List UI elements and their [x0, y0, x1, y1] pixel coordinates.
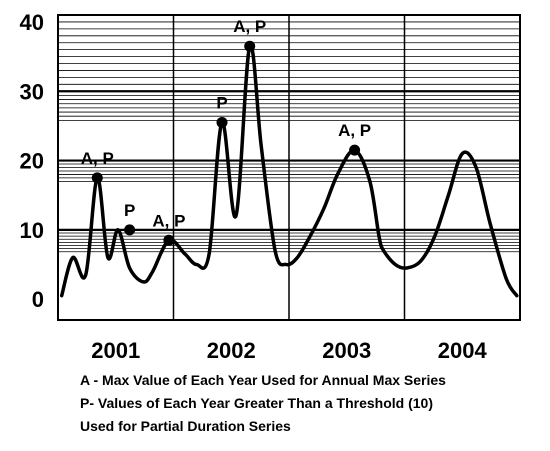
y-tick-label: 20: [20, 149, 44, 174]
peak-label: A, P: [152, 211, 185, 230]
x-tick-label: 2002: [207, 338, 256, 363]
peak-label: A, P: [338, 121, 371, 140]
plot-frame: [57, 14, 521, 321]
peak-label: A, P: [81, 149, 114, 168]
y-tick-label: 30: [20, 79, 44, 104]
peak-label: A, P: [233, 17, 266, 36]
y-tick-label: 0: [32, 287, 44, 312]
x-axis-ticks: 2001 2002 2003 2004: [91, 338, 487, 363]
y-axis-ticks: 0 10 20 30 40: [20, 10, 44, 312]
peak-point: [349, 144, 361, 156]
caption-partial-threshold: P- Values of Each Year Greater Than a Th…: [80, 395, 433, 411]
x-tick-label: 2004: [438, 338, 488, 363]
markers: A, P P A, P P A, P A, P: [81, 17, 371, 246]
peak-point: [244, 40, 256, 52]
grid: [58, 15, 520, 320]
peak-label: P: [216, 93, 227, 112]
y-tick-label: 40: [20, 10, 44, 35]
peak-point: [124, 224, 136, 236]
series-line: [59, 43, 519, 298]
series: [59, 43, 519, 298]
peak-point: [216, 116, 228, 128]
x-tick-label: 2001: [91, 338, 140, 363]
peak-point: [163, 234, 175, 246]
peak-point: [91, 172, 103, 184]
y-tick-label: 10: [20, 218, 44, 243]
caption-annual-max: A - Max Value of Each Year Used for Annu…: [80, 372, 446, 388]
peak-label: P: [124, 201, 135, 220]
x-tick-label: 2003: [322, 338, 371, 363]
caption-partial-duration: Used for Partial Duration Series: [80, 418, 291, 434]
